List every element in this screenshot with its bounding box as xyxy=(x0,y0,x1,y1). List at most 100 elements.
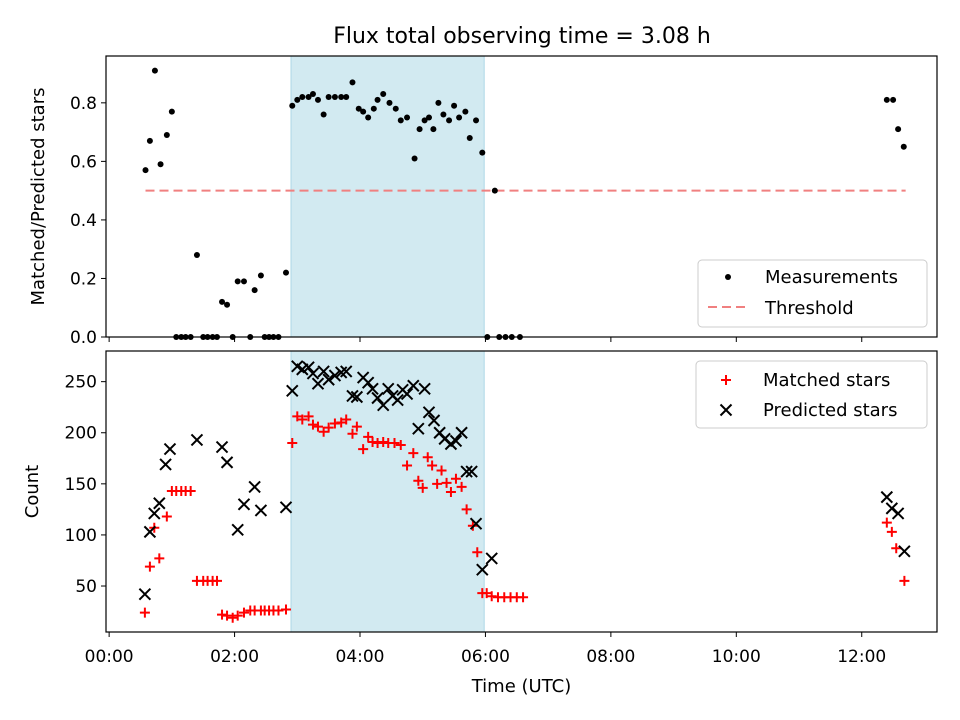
matched-star-point xyxy=(456,481,467,492)
top-y-ticks: 0.0 0.2 0.4 0.6 0.8 xyxy=(70,94,106,348)
predicted-star-point xyxy=(254,504,268,517)
predicted-star-point xyxy=(469,517,483,530)
top-y-axis-label: Matched/Predicted stars xyxy=(28,88,49,306)
predicted-star-point xyxy=(339,365,353,378)
predicted-star-point xyxy=(279,501,293,514)
predicted-star-point xyxy=(377,398,390,412)
y-tick-label: 150 xyxy=(65,475,97,495)
matched-star-point xyxy=(273,605,284,616)
predicted-star-point xyxy=(366,382,379,396)
measurement-point xyxy=(392,105,399,112)
matched-star-point xyxy=(481,588,492,599)
measurement-point xyxy=(163,132,170,139)
measurement-point xyxy=(890,96,897,103)
x-axis-label: Time (UTC) xyxy=(471,676,572,697)
predicted-star-point xyxy=(361,376,375,389)
matched-star-point xyxy=(232,610,243,621)
matched-star-point xyxy=(881,517,892,528)
measurement-point xyxy=(331,93,338,100)
matched-star-point xyxy=(144,561,155,572)
measurement-point xyxy=(473,117,480,124)
matched-star-point xyxy=(413,475,424,486)
matched-star-point xyxy=(408,448,419,459)
x-tick-label: 04:00 xyxy=(336,647,385,667)
measurement-point xyxy=(491,187,498,194)
predicted-star-point xyxy=(248,480,261,494)
matched-star-point xyxy=(139,607,150,618)
measurement-point xyxy=(338,93,345,100)
matched-star-point xyxy=(358,444,369,455)
predicted-star-point xyxy=(418,382,431,396)
legend-box xyxy=(697,259,928,328)
measurement-point xyxy=(349,79,356,86)
predicted-star-point xyxy=(143,525,157,539)
matched-star-point xyxy=(323,422,334,433)
measurement-point xyxy=(374,96,381,103)
predicted-star-point xyxy=(148,507,161,520)
legend-marker-predicted xyxy=(719,403,733,417)
measurement-point xyxy=(883,96,890,103)
measurement-point xyxy=(416,126,423,133)
measurement-point xyxy=(343,93,350,100)
matched-star-point xyxy=(329,418,340,429)
predicted-star-point xyxy=(412,422,425,435)
predicted-star-point xyxy=(286,384,299,398)
top-panel: 0.00.20.40.60.8 Matched/Predicted stars … xyxy=(28,55,938,348)
measurement-point xyxy=(479,149,486,156)
matched-star-point xyxy=(336,417,347,428)
matched-star-point xyxy=(427,460,438,471)
measurement-point xyxy=(224,301,231,308)
matched-star-point xyxy=(472,547,483,558)
measurement-point xyxy=(421,117,428,124)
measurement-point xyxy=(425,114,432,121)
chart-title: Flux total observing time = 3.08 h xyxy=(333,24,711,49)
legend-box xyxy=(695,360,928,429)
x-tick-label: 02:00 xyxy=(210,647,259,667)
matched-star-point xyxy=(222,610,233,621)
x-tick-label: 08:00 xyxy=(586,647,635,667)
legend-label-matched: Matched stars xyxy=(763,370,890,391)
matched-star-point xyxy=(297,414,308,425)
measurement-point xyxy=(411,155,418,162)
matched-star-point xyxy=(347,428,358,439)
predicted-star-point xyxy=(346,389,359,403)
measurement-point xyxy=(462,108,469,115)
measurement-point xyxy=(234,278,241,285)
matched-star-point xyxy=(389,437,400,448)
matched-star-point xyxy=(287,437,298,448)
measurement-point xyxy=(193,252,200,259)
predicted-star-point xyxy=(898,545,911,558)
measurement-point xyxy=(397,117,404,124)
matched-star-point xyxy=(318,426,329,437)
measurement-point xyxy=(430,126,437,133)
predicted-star-point xyxy=(371,391,384,405)
x-tick-label: 12:00 xyxy=(837,647,886,667)
predicted-star-point xyxy=(891,507,905,520)
legend-label-measurements: Measurements xyxy=(765,267,898,288)
matched-star-point xyxy=(280,604,291,615)
bottom-panel: 50 100 150 200 250 00:00 02:00 04:00 06:00 08:00… xyxy=(22,350,938,697)
y-tick-label: 0.4 xyxy=(70,211,97,231)
measurement-point xyxy=(151,67,158,74)
predicted-star-point xyxy=(391,393,404,407)
measurement-point xyxy=(299,93,306,100)
predicted-star-point xyxy=(350,390,364,404)
x-tick-label: 10:00 xyxy=(712,647,761,667)
predicted-star-point xyxy=(231,523,244,537)
matched-star-point xyxy=(372,437,383,448)
bottom-x-ticks: 00:00 02:00 04:00 06:00 08:00 10:00 12:00 xyxy=(85,632,886,667)
predicted-star-point xyxy=(220,456,234,469)
matched-star-point xyxy=(292,411,303,422)
measurement-point xyxy=(146,137,153,144)
measurement-point xyxy=(365,114,372,121)
matched-star-point xyxy=(154,553,165,564)
measurement-point xyxy=(355,105,362,112)
measurement-point xyxy=(451,102,458,109)
matched-star-point xyxy=(351,421,362,432)
measurement-point xyxy=(240,278,247,285)
y-tick-label: 0.0 xyxy=(70,328,97,348)
y-tick-label: 250 xyxy=(65,373,97,393)
matched-star-point xyxy=(891,543,902,554)
matched-star-point xyxy=(461,504,472,515)
matched-star-point xyxy=(486,591,497,602)
